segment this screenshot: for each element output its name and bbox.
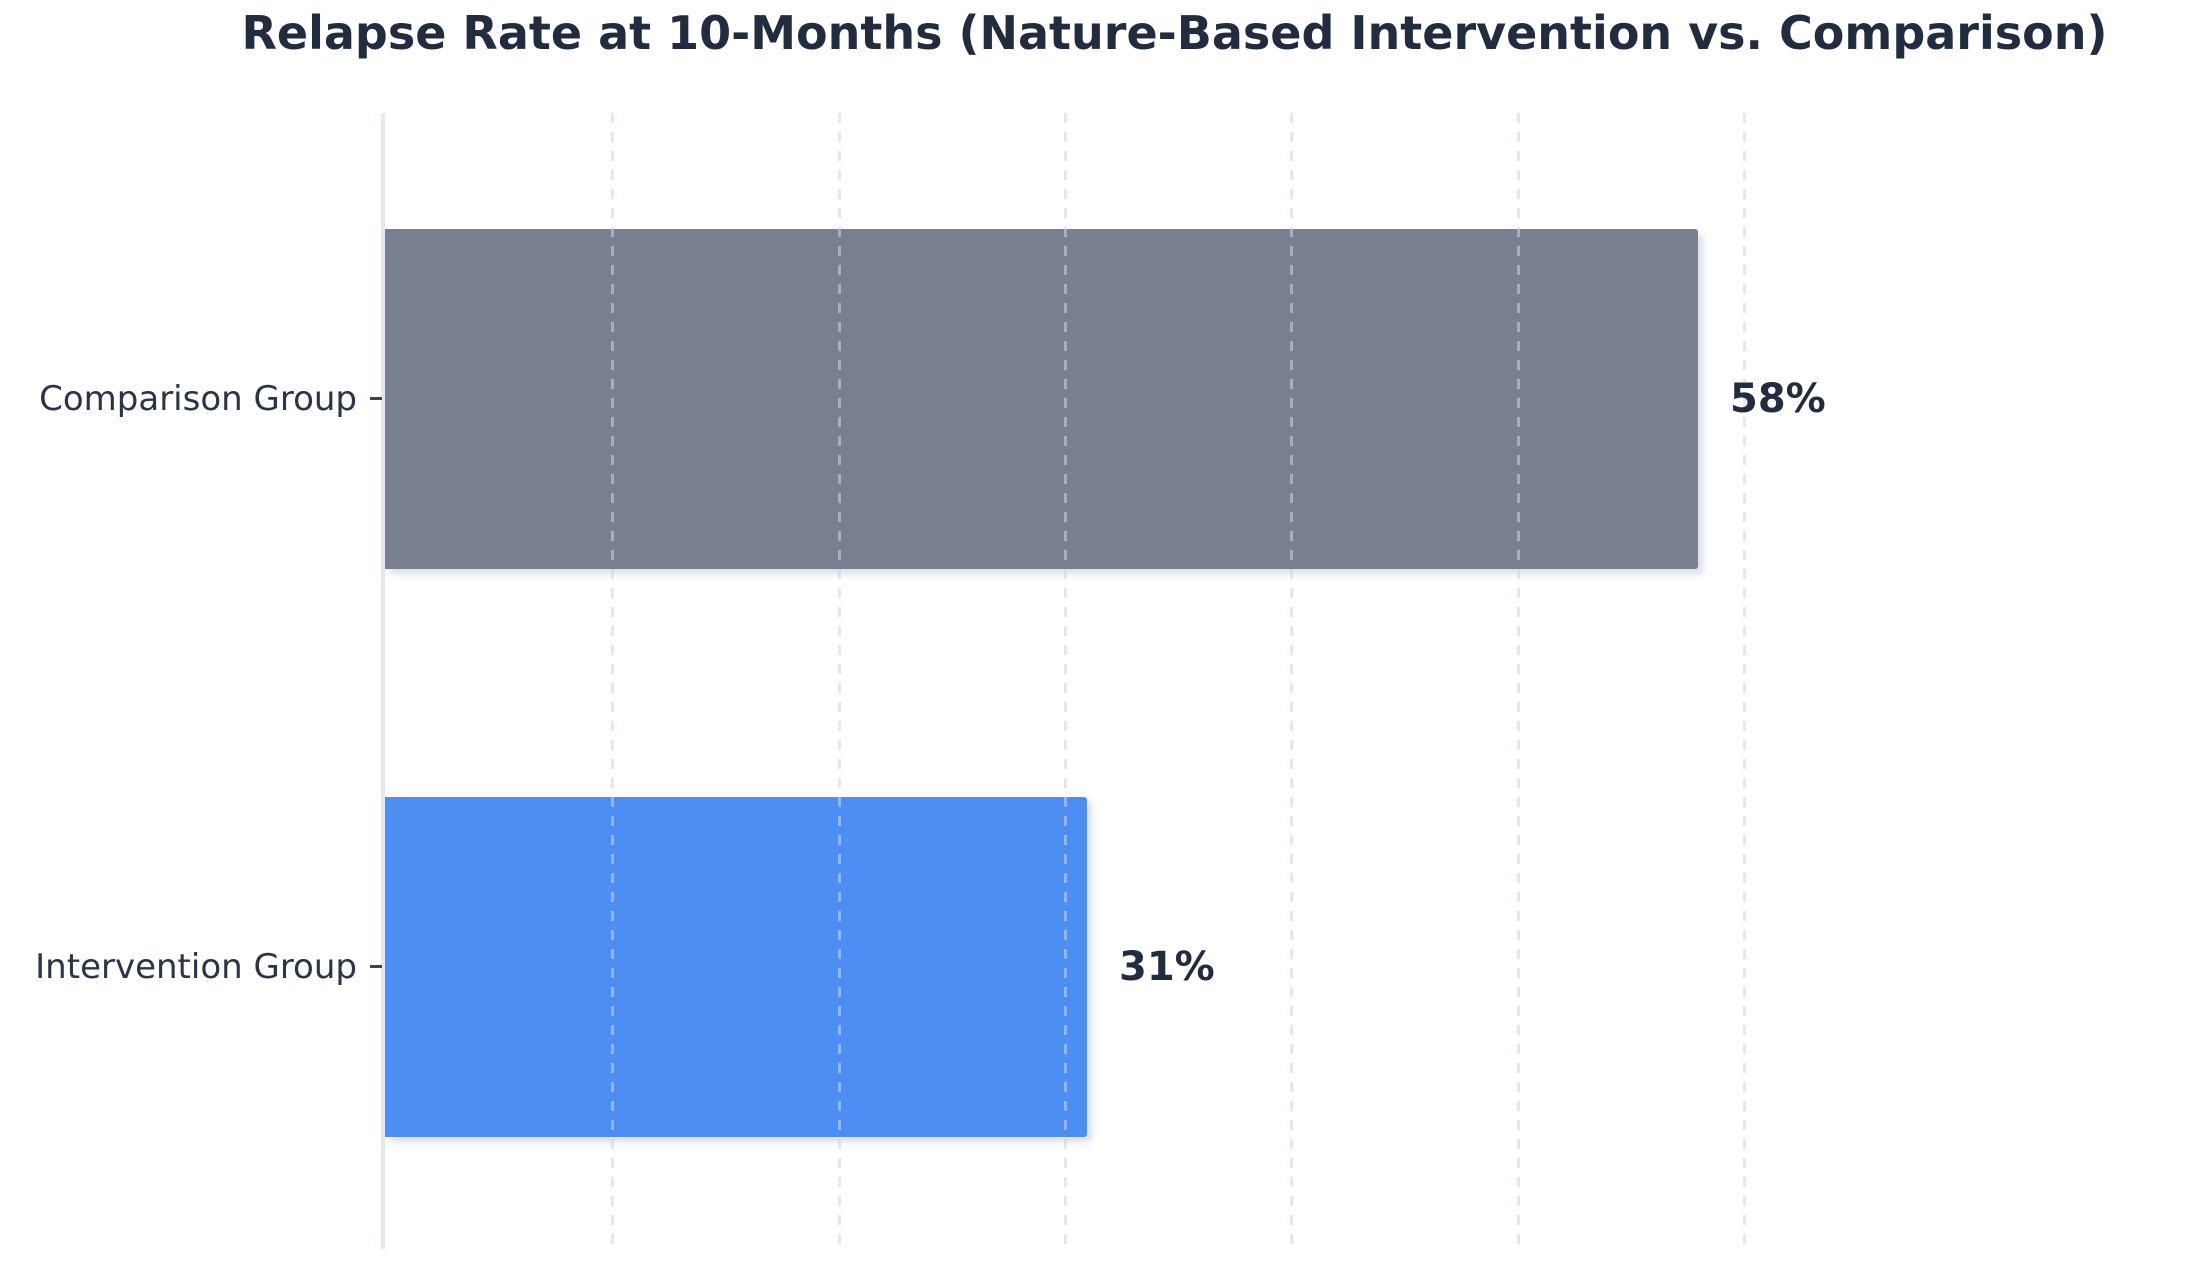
bar-comparison-group (385, 229, 1698, 569)
y-tick-label-intervention-group: Intervention Group (35, 947, 357, 987)
x-gridline-40 (1290, 113, 1293, 1249)
y-tick-mark-comparison-group (370, 397, 382, 400)
y-tick-label-comparison-group: Comparison Group (39, 379, 357, 419)
value-label-comparison-group: 58% (1730, 376, 1826, 422)
x-gridline-30 (1064, 113, 1067, 1249)
x-gridline-20 (838, 113, 841, 1249)
bar-intervention-group (385, 797, 1087, 1137)
value-label-intervention-group: 31% (1119, 944, 1215, 990)
y-axis-spine (381, 113, 385, 1249)
y-tick-mark-intervention-group (370, 965, 382, 968)
x-gridline-10 (611, 113, 614, 1249)
plot-area: 58% 31% (385, 113, 1985, 1249)
x-gridline-60 (1743, 113, 1746, 1249)
x-gridline-50 (1517, 113, 1520, 1249)
chart-title: Relapse Rate at 10-Months (Nature-Based … (241, 6, 2108, 60)
